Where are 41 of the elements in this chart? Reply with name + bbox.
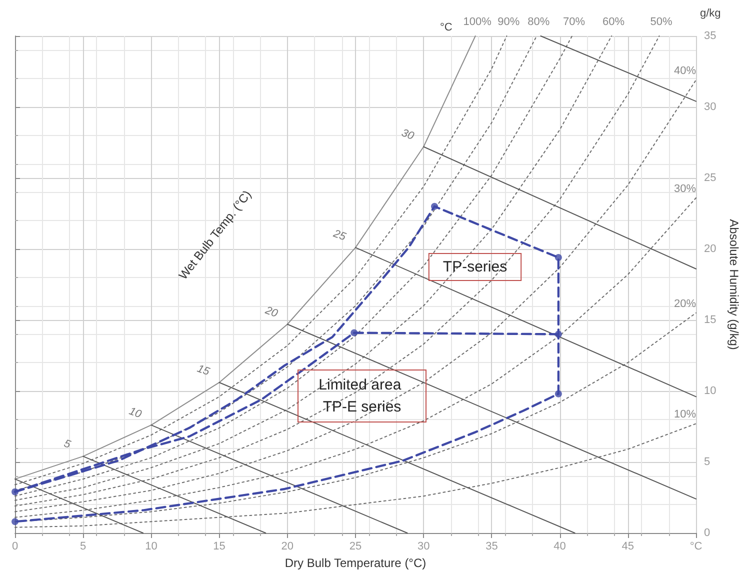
y-tick-label: 35 xyxy=(704,30,716,42)
y-tick-label: 30 xyxy=(704,101,716,113)
series-label: 90% xyxy=(498,16,520,28)
series-label: 40% xyxy=(674,65,696,78)
series-label: 100% xyxy=(463,16,492,28)
annotation: Limited area TP-E series xyxy=(318,376,406,416)
series-label: 70% xyxy=(563,16,586,28)
x-tick-label: 30 xyxy=(417,540,430,552)
y-axis-title: Absolute Humidity (g/kg) xyxy=(727,219,741,350)
y-tick-label: 15 xyxy=(704,314,716,326)
annotation: 10 xyxy=(127,405,144,422)
x-tick-label: 5 xyxy=(80,540,86,552)
x-tick-label: °C xyxy=(690,540,702,552)
x-tick-label: 35 xyxy=(486,540,498,552)
series-label: 60% xyxy=(602,16,625,28)
series-label: 30% xyxy=(674,182,696,195)
annotation: 25 xyxy=(330,228,348,244)
annotation: 20 xyxy=(262,304,280,320)
y-tick-label: 0 xyxy=(704,527,710,539)
annotation: 5 xyxy=(62,438,73,452)
x-tick-label: 15 xyxy=(213,540,226,552)
x-tick-label: 10 xyxy=(145,540,158,552)
series-label: 10% xyxy=(674,408,696,421)
annotation: 15 xyxy=(196,362,212,379)
y-tick-label: 5 xyxy=(704,456,710,468)
text: g/kg xyxy=(700,8,721,20)
series-label: 80% xyxy=(528,16,550,28)
annotation: TP-series xyxy=(442,258,508,276)
text: °C xyxy=(440,22,452,34)
series-label: 20% xyxy=(674,298,696,310)
x-tick-label: 20 xyxy=(281,540,294,552)
series-label: 50% xyxy=(650,16,672,28)
x-axis-title: Dry Bulb Temperature (°C) xyxy=(284,556,426,570)
x-tick-label: 25 xyxy=(349,540,362,552)
x-tick-label: 40 xyxy=(554,540,566,552)
y-tick-label: 20 xyxy=(704,243,716,255)
annotation: 30 xyxy=(400,127,416,143)
y-tick-label: 10 xyxy=(704,385,716,397)
x-tick-label: 45 xyxy=(622,540,634,552)
x-tick-label: 0 xyxy=(12,540,18,552)
y-tick-label: 25 xyxy=(704,172,716,184)
